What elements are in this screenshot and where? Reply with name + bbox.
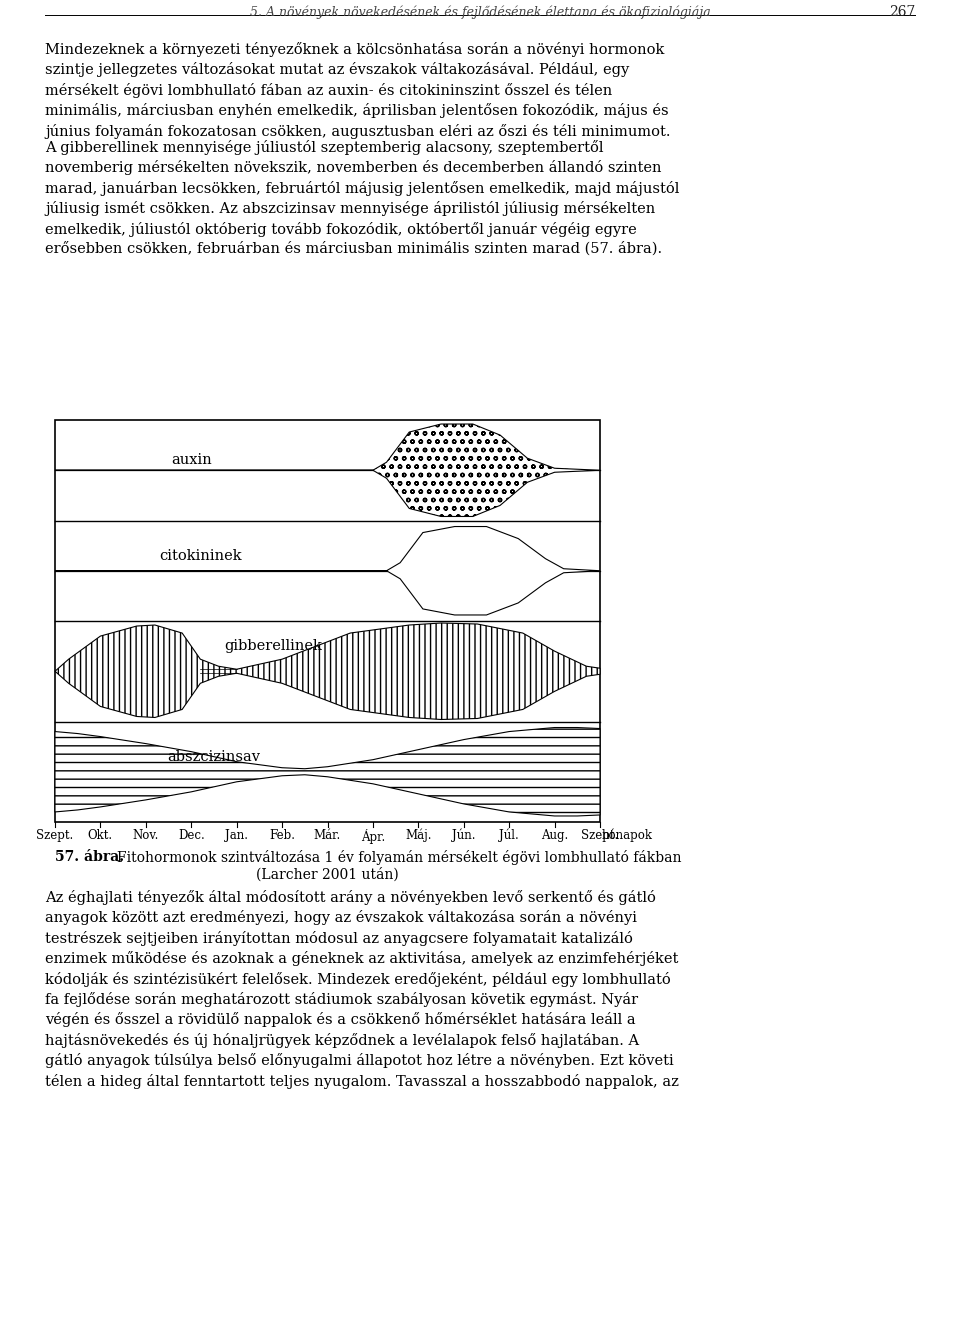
Text: citokininek: citokininek (159, 548, 242, 563)
Text: 267: 267 (889, 5, 915, 19)
Text: Szept.: Szept. (36, 829, 74, 842)
Text: Okt.: Okt. (88, 829, 113, 842)
Text: Júl.: Júl. (499, 829, 519, 842)
Polygon shape (55, 424, 600, 516)
Text: hónapok: hónapok (602, 829, 653, 842)
Text: Aug.: Aug. (540, 829, 568, 842)
Text: abszcizinsav: abszcizinsav (167, 750, 260, 763)
Text: Az éghajlati tényezők által módosított arány a növényekben levő serkentő és gátl: Az éghajlati tényezők által módosított a… (45, 890, 679, 1089)
Polygon shape (55, 624, 600, 720)
Polygon shape (55, 527, 600, 616)
Text: (Larcher 2001 után): (Larcher 2001 után) (256, 868, 398, 881)
Text: 57. ábra.: 57. ábra. (55, 850, 124, 864)
Bar (55, 420, 600, 822)
Text: Dec.: Dec. (178, 829, 204, 842)
Text: 5. A növények növekedésének és fejlődésének élettana és ökofiziológiája: 5. A növények növekedésének és fejlődésé… (250, 5, 710, 19)
Text: Szept.: Szept. (582, 829, 618, 842)
Text: Jún.: Jún. (452, 829, 475, 842)
Text: auxin: auxin (171, 453, 211, 467)
Text: Jan.: Jan. (226, 829, 249, 842)
Text: A gibberellinek mennyisége júliustól szeptemberig alacsony, szeptembertől
novemb: A gibberellinek mennyisége júliustól sze… (45, 139, 680, 256)
Text: gibberellinek: gibberellinek (224, 640, 322, 653)
Polygon shape (55, 728, 600, 815)
Text: Nov.: Nov. (132, 829, 159, 842)
Text: Ápr.: Ápr. (361, 829, 385, 843)
Text: Már.: Már. (314, 829, 341, 842)
Text: Máj.: Máj. (405, 829, 432, 842)
Text: Fitohormonok szintváltozása 1 év folyamán mérsékelt égövi lombhullató fákban: Fitohormonok szintváltozása 1 év folyamá… (117, 850, 682, 865)
Text: Mindezeknek a környezeti tényezőknek a kölcsönhatása során a növényi hormonok
sz: Mindezeknek a környezeti tényezőknek a k… (45, 42, 670, 138)
Text: Feb.: Feb. (269, 829, 295, 842)
